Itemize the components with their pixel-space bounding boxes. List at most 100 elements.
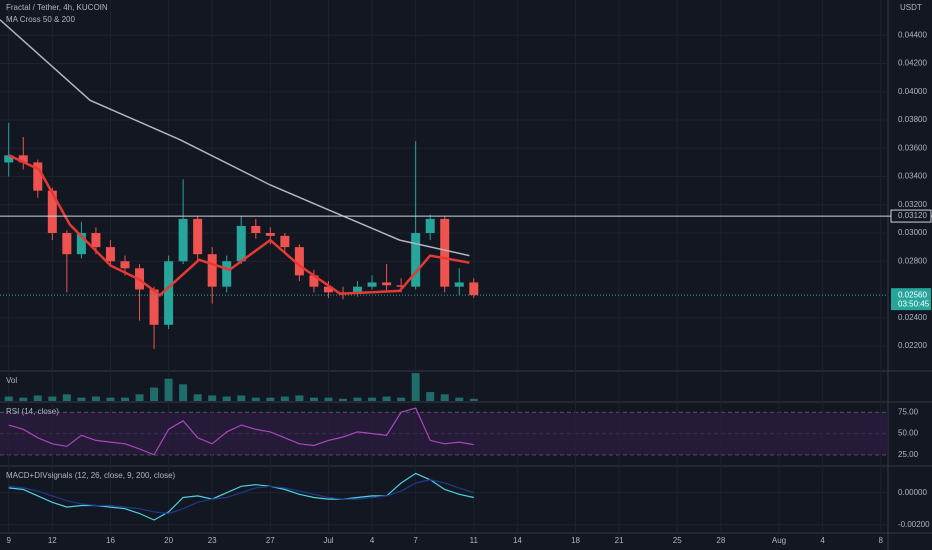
rsi-label: RSI (14, close) xyxy=(6,407,59,416)
volume-label: Vol xyxy=(6,376,17,385)
currency-label: USDT xyxy=(900,3,922,12)
volume-bar xyxy=(120,397,129,401)
candle-body xyxy=(454,282,464,287)
candle-body xyxy=(367,282,377,287)
candle-body xyxy=(411,233,421,287)
volume-bar xyxy=(382,396,391,401)
indicator-line xyxy=(8,472,474,521)
y-tick-label: 0.03400 xyxy=(898,172,927,181)
volume-bar xyxy=(150,387,159,401)
volume-bar xyxy=(77,397,86,401)
y-tick-label: 0.02800 xyxy=(898,256,927,265)
volume-bar xyxy=(469,398,478,401)
symbol-title: Fractal / Tether, 4h, KUCOIN xyxy=(6,3,108,12)
volume-bar xyxy=(222,396,231,401)
y-tick-label: 25.00 xyxy=(898,450,919,459)
x-tick-label: 8 xyxy=(879,536,884,545)
volume-bar xyxy=(397,397,406,401)
hline-label: 0.03120 xyxy=(898,211,927,220)
candle-body xyxy=(164,261,174,325)
candle-body xyxy=(105,247,115,262)
volume-bar xyxy=(179,384,188,401)
volume-bar xyxy=(164,378,173,401)
y-tick-label: 0.03000 xyxy=(898,228,927,237)
volume-bar xyxy=(48,396,57,401)
candle-body xyxy=(323,286,333,293)
candle-body xyxy=(294,247,304,276)
volume-bar xyxy=(280,396,289,401)
macd-label: MACD+DIVsignals (12, 26, close, 9, 200, … xyxy=(6,471,176,480)
candle-body xyxy=(265,233,275,236)
candle-body xyxy=(4,155,14,163)
y-tick-label: 0.03600 xyxy=(898,143,927,152)
x-tick-label: 11 xyxy=(470,536,479,545)
x-tick-label: 4 xyxy=(820,536,825,545)
volume-bar xyxy=(135,394,144,401)
x-tick-label: 7 xyxy=(413,536,418,545)
indicator-label: MA Cross 50 & 200 xyxy=(6,15,75,24)
candle-body xyxy=(236,225,246,262)
x-tick-label: 20 xyxy=(164,536,173,545)
volume-bar xyxy=(309,397,318,401)
volume-bar xyxy=(266,397,275,401)
x-tick-label: 18 xyxy=(571,536,580,545)
candle-body xyxy=(120,261,130,269)
x-tick-label: 14 xyxy=(513,536,522,545)
x-tick-label: 28 xyxy=(716,536,725,545)
volume-bar xyxy=(106,397,115,401)
candle-body xyxy=(149,289,159,325)
candle-body xyxy=(440,218,450,287)
volume-bar xyxy=(91,396,100,401)
y-tick-label: 0.03800 xyxy=(898,115,927,124)
volume-bar xyxy=(208,395,217,401)
candle-body xyxy=(62,233,72,255)
volume-bar xyxy=(455,397,464,401)
volume-bar xyxy=(251,397,260,401)
last-price-label: 0.02560 xyxy=(898,290,927,299)
candle-body xyxy=(18,155,28,163)
x-tick-label: 21 xyxy=(615,536,624,545)
candle-body xyxy=(207,254,217,287)
candle-body xyxy=(76,233,86,255)
moving-average xyxy=(0,19,470,257)
indicator-line xyxy=(8,479,474,515)
volume-bar xyxy=(4,396,13,401)
candle-body xyxy=(382,282,392,286)
volume-bar xyxy=(338,398,347,401)
candle-body xyxy=(425,218,435,234)
countdown-label: 03:50:45 xyxy=(898,299,930,308)
y-tick-label: -0.00200 xyxy=(898,520,930,529)
volume-bar xyxy=(237,395,246,401)
volume-bar xyxy=(19,397,28,401)
volume-bar xyxy=(193,394,202,401)
candle-body xyxy=(396,285,406,287)
y-tick-label: 0.00000 xyxy=(898,488,927,497)
x-tick-label: 9 xyxy=(6,536,11,545)
candle-body xyxy=(193,218,203,255)
x-tick-label: 4 xyxy=(370,536,375,545)
volume-bar xyxy=(411,373,420,401)
x-tick-label: 12 xyxy=(48,536,57,545)
x-tick-label: Jul xyxy=(323,536,333,545)
last-price-box xyxy=(891,288,931,311)
candle-body xyxy=(251,225,261,234)
volume-bar xyxy=(295,395,304,401)
x-tick-label: 16 xyxy=(106,536,115,545)
y-tick-label: 50.00 xyxy=(898,429,919,438)
x-tick-label: Aug xyxy=(772,536,786,545)
y-tick-label: 0.03200 xyxy=(898,200,927,209)
volume-bar xyxy=(353,397,362,401)
y-tick-label: 0.04400 xyxy=(898,30,927,39)
candle-body xyxy=(33,162,43,191)
y-tick-label: 0.04000 xyxy=(898,87,927,96)
candle-body xyxy=(178,218,188,262)
volume-bar xyxy=(324,397,333,401)
x-tick-label: 23 xyxy=(208,536,217,545)
moving-average xyxy=(8,154,470,297)
y-tick-label: 0.02400 xyxy=(898,313,927,322)
candle-body xyxy=(47,190,57,234)
volume-bar xyxy=(426,392,435,401)
x-tick-label: 27 xyxy=(266,536,275,545)
